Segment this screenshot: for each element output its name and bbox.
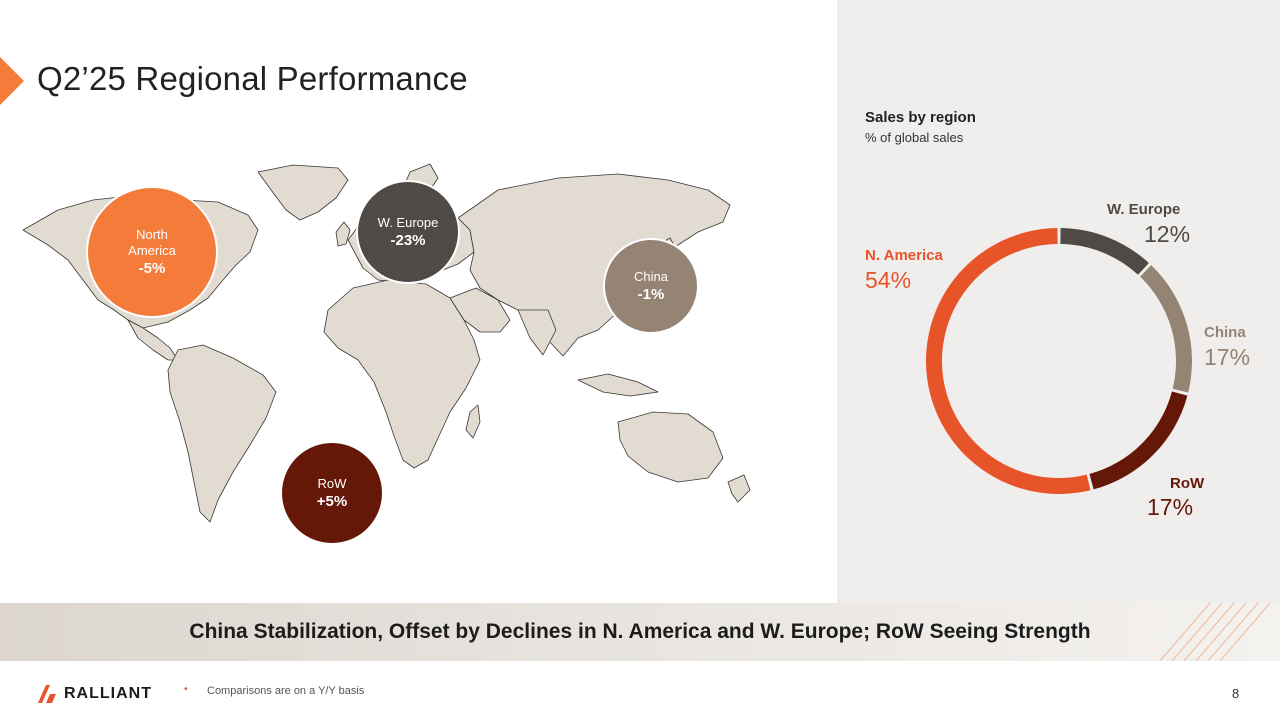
chart-panel-background — [837, 0, 1280, 603]
uk-shape — [335, 221, 351, 247]
greenland-shape — [257, 164, 349, 221]
bubble-w-europe-change: -23% — [390, 232, 426, 249]
footnote-text: Comparisons are on a Y/Y basis — [207, 685, 365, 697]
chart-title: Sales by region — [865, 109, 976, 126]
africa-shape — [323, 279, 481, 469]
slice-value-n-america: 54% — [865, 267, 912, 293]
slice-label-n-america: N. America — [865, 247, 943, 264]
bubble-china: China -1% — [603, 238, 699, 334]
bubble-china-label: China — [634, 269, 668, 284]
ralliant-logo-icon — [38, 685, 56, 703]
slice-value-china: 17% — [1204, 344, 1251, 370]
page-number: 8 — [1232, 686, 1240, 701]
ralliant-logo: RALLIANT — [36, 682, 152, 706]
donut-slice-china — [1140, 265, 1192, 393]
madagascar-shape — [465, 404, 481, 439]
banner-stripes-decoration — [1159, 603, 1271, 661]
bubble-north-america-label: North America — [128, 227, 176, 258]
bubble-north-america-change: -5% — [138, 260, 166, 277]
bubble-north-america: North America -5% — [86, 186, 218, 318]
slice-label-row: RoW — [1170, 475, 1205, 492]
title-arrow-marker — [0, 57, 24, 105]
south-america-shape — [167, 344, 277, 523]
slice-value-w-europe: 12% — [1144, 221, 1191, 247]
chart-subtitle: % of global sales — [865, 130, 964, 145]
sales-donut-chart — [926, 228, 1192, 494]
australia-shape — [617, 411, 724, 483]
headline-banner: China Stabilization, Offset by Declines … — [0, 603, 1280, 661]
footnote-bullet: • — [184, 684, 188, 695]
page-title: Q2’25 Regional Performance — [37, 60, 468, 97]
bubble-w-europe-label: W. Europe — [377, 215, 439, 230]
slice-value-row: 17% — [1147, 494, 1194, 520]
india-shape — [517, 309, 557, 356]
donut-slice-n-america — [926, 228, 1091, 494]
donut-slice-w-europe — [1060, 228, 1149, 275]
donut-slice-row — [1089, 391, 1188, 490]
bubble-row-label: RoW — [317, 476, 347, 491]
slice-label-w-europe: W. Europe — [1107, 201, 1181, 218]
southeast-asia-islands-shape — [577, 373, 659, 397]
bubble-w-europe: W. Europe -23% — [356, 180, 460, 284]
ralliant-logo-text: RALLIANT — [64, 685, 152, 702]
new-zealand-shape — [727, 474, 751, 503]
bubble-china-change: -1% — [637, 286, 665, 303]
headline-text: China Stabilization, Offset by Declines … — [189, 620, 1091, 643]
bubble-row-change: +5% — [316, 493, 348, 510]
slice-label-china: China — [1204, 324, 1246, 341]
bubble-row: RoW +5% — [280, 441, 384, 545]
middle-east-shape — [449, 287, 511, 333]
